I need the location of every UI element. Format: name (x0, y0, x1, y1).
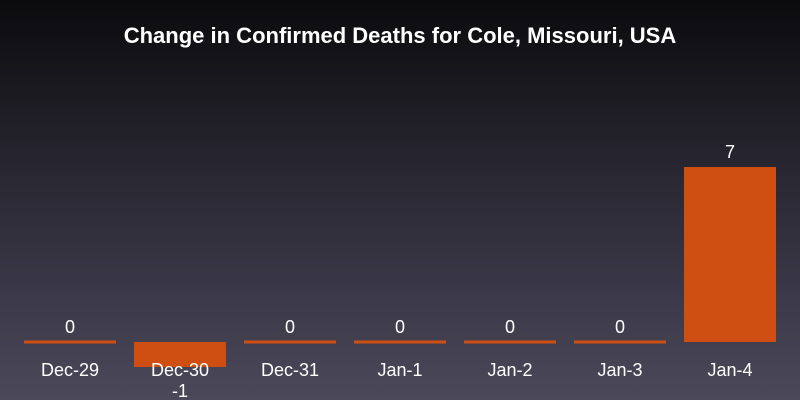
x-tick-label: Jan-3 (597, 360, 642, 380)
data-label: -1 (172, 381, 188, 400)
x-tick-label: Jan-1 (377, 360, 422, 380)
bars-group (24, 167, 776, 367)
data-label: 0 (615, 317, 625, 337)
data-label: 7 (725, 142, 735, 162)
x-tick-label: Dec-29 (41, 360, 99, 380)
bar-dec-30 (134, 342, 226, 367)
bar-dec-29 (24, 340, 116, 344)
data-label: 0 (65, 317, 75, 337)
data-label: 0 (395, 317, 405, 337)
x-tick-label: Jan-2 (487, 360, 532, 380)
x-tick-label: Dec-31 (261, 360, 319, 380)
bar-jan-2 (464, 340, 556, 344)
bar-jan-1 (354, 340, 446, 344)
data-label: 0 (285, 317, 295, 337)
x-tick-label: Dec-30 (151, 360, 209, 380)
bar-jan-3 (574, 340, 666, 344)
x-tick-label: Jan-4 (707, 360, 752, 380)
bar-dec-31 (244, 340, 336, 344)
data-label: 0 (505, 317, 515, 337)
labels-group: Dec-29 0 Dec-30-1 Dec-31 0 Jan-1 0 Jan-2 0 Jan-3 0… (41, 142, 753, 400)
bar-jan-4 (684, 167, 776, 342)
chart-title: Change in Confirmed Deaths for Cole, Mis… (124, 23, 677, 48)
